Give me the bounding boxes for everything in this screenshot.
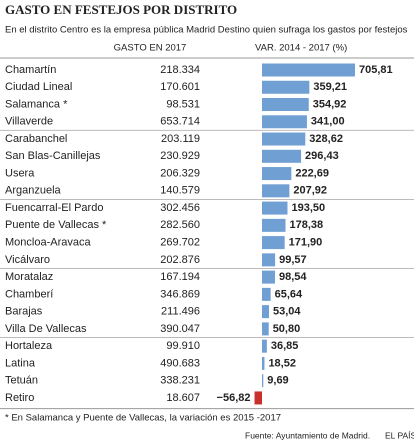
bar [254,391,262,405]
subtitle: En el distrito Centro es la empresa públ… [5,25,408,36]
spending-value: 170.601 [160,81,200,93]
bar [262,374,264,388]
spending-value: 211.496 [161,306,200,318]
spending-value: 338.231 [160,375,200,387]
value-label: 53,04 [273,306,301,318]
bar [262,63,355,77]
spending-value: 302.456 [160,202,200,214]
spending-value: 269.702 [160,237,200,249]
bar [262,322,269,336]
bar [262,167,292,181]
spending-value: 18.607 [166,392,200,404]
value-label: 99,57 [279,254,307,266]
spending-value: 98.531 [166,98,200,110]
chart-title: GASTO EN FESTEJOS POR DISTRITO [5,2,237,17]
value-label: 98,54 [279,271,307,283]
district-name: Moncloa-Aravaca [5,237,91,249]
spending-value: 490.683 [160,357,200,369]
bar [262,305,269,319]
spending-value: 202.876 [160,254,200,266]
spending-value: 167.194 [160,271,200,283]
spending-value: 203.119 [161,133,200,145]
district-name: Chamartín [5,64,56,76]
district-name: Arganzuela [5,185,62,197]
value-label: 9,69 [267,375,288,387]
district-name: Hortaleza [5,340,53,352]
district-name: Villaverde [5,116,53,128]
district-name: San Blas-Canillejas [5,150,101,162]
bar [262,270,275,284]
district-name: Carabanchel [5,133,67,145]
spending-value: 346.869 [160,288,200,300]
district-name: Puente de Vallecas * [5,219,107,231]
value-label: −56,82 [217,392,251,404]
value-label: 178,38 [290,219,324,231]
bar [262,80,310,94]
spending-value: 230.929 [160,150,200,162]
value-label: 171,90 [289,237,323,249]
district-name: Retiro [5,392,34,404]
value-label: 65,64 [275,288,303,300]
value-label: 705,81 [359,64,393,76]
spending-value: 218.334 [160,64,200,76]
spending-value: 390.047 [160,323,200,335]
bar [262,339,267,353]
bar [262,253,276,267]
value-label: 354,92 [313,98,347,110]
district-name: Fuencarral-El Pardo [5,202,103,214]
bar [262,184,290,198]
value-label: 207,92 [293,185,327,197]
district-name: Tetuán [5,375,38,387]
spending-value: 140.579 [160,185,200,197]
bar [262,218,286,232]
value-label: 359,21 [313,81,347,93]
value-label: 50,80 [273,323,301,335]
bar [262,356,265,370]
bar [262,287,271,301]
district-name: Villa De Vallecas [5,323,87,335]
bar [262,98,309,112]
value-label: 296,43 [305,150,339,162]
spending-value: 653.714 [160,116,200,128]
district-name: Usera [5,167,35,179]
brand: EL PAÍS [385,430,414,440]
district-name: Ciudad Lineal [5,81,72,93]
bar [262,132,306,146]
value-label: 36,85 [271,340,299,352]
spending-value: 282.560 [160,219,200,231]
district-name: Barajas [5,306,43,318]
column-header: VAR. 2014 - 2017 (%) [255,43,347,54]
spending-value: 99.910 [166,340,200,352]
column-header: GASTO EN 2017 [114,43,187,54]
value-label: 222,69 [295,167,329,179]
value-label: 193,50 [291,202,325,214]
footnote: * En Salamanca y Puente de Vallecas, la … [5,413,281,424]
district-name: Vicálvaro [5,254,50,266]
district-name: Moratalaz [5,271,53,283]
source: Fuente: Ayuntamiento de Madrid. [245,430,370,440]
bar [262,236,285,250]
value-label: 328,62 [309,133,343,145]
value-label: 18,52 [268,357,296,369]
bar [262,115,307,129]
spending-value: 206.329 [160,167,200,179]
district-name: Salamanca * [5,98,68,110]
value-label: 341,00 [311,116,345,128]
bar [262,201,288,215]
district-name: Chamberí [5,288,53,300]
district-name: Latina [5,357,36,369]
bar [262,149,302,163]
